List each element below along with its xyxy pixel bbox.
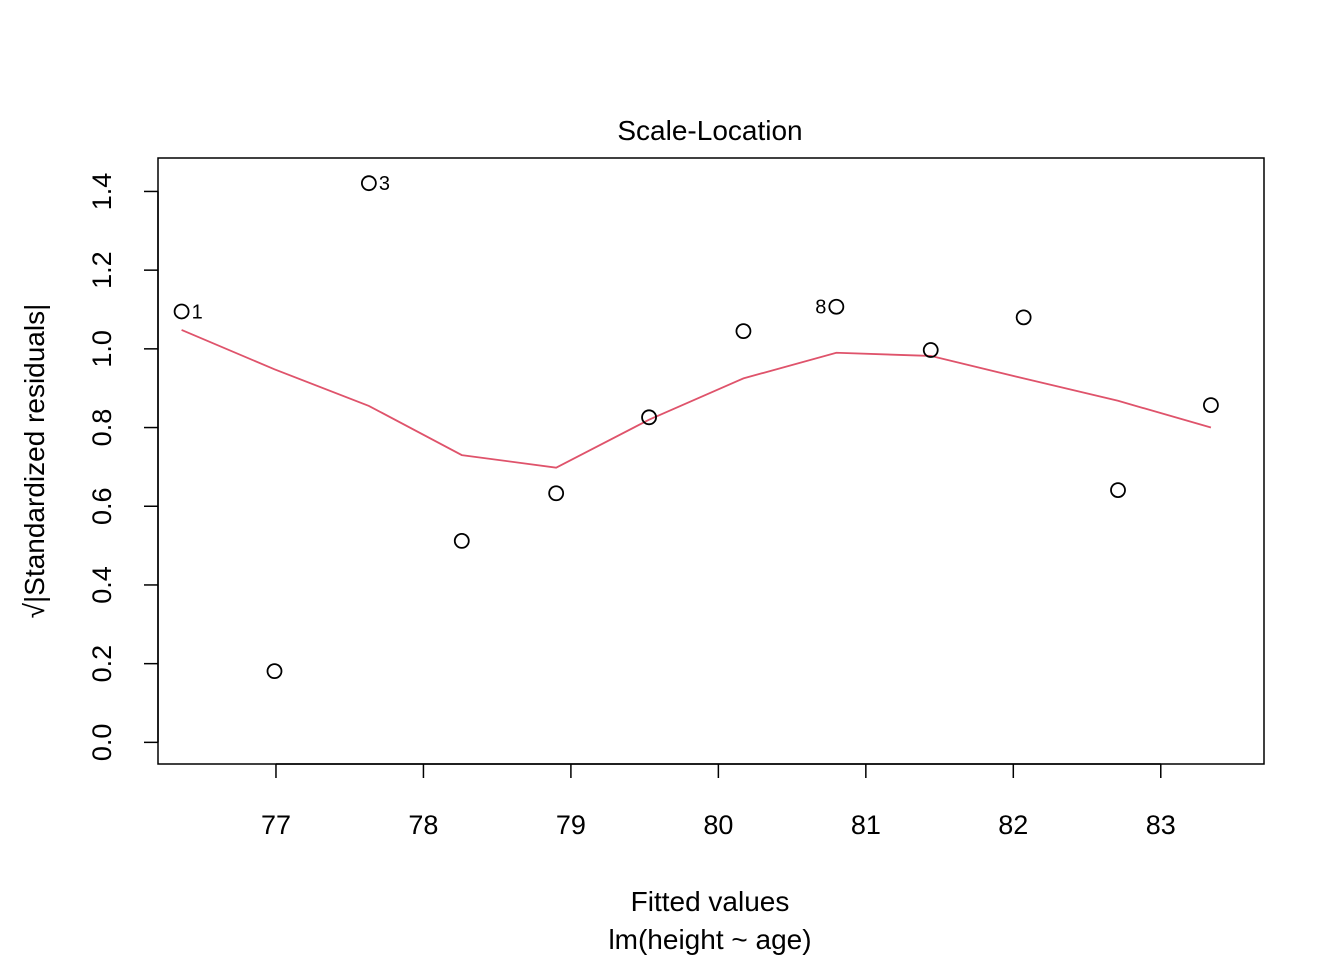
point-label: 3 [379, 173, 390, 195]
y-tick-label: 0.8 [87, 409, 117, 447]
y-tick-label: 0.4 [87, 566, 117, 604]
data-point [1110, 482, 1126, 499]
data-points: 1 3 8 [173, 173, 1219, 680]
data-point [1015, 309, 1032, 326]
data-point [360, 175, 377, 192]
x-tick-label: 77 [261, 810, 291, 840]
data-point [1203, 397, 1219, 414]
chart-title: Scale-Location [617, 115, 802, 146]
x-axis-subtitle: lm(height ~ age) [608, 924, 811, 955]
y-tick-label: 1.2 [87, 251, 117, 289]
y-tick-label: 0.0 [87, 724, 117, 762]
y-axis: 0.0 0.2 0.4 0.6 0.8 1.0 1.2 1.4 [87, 173, 159, 762]
point-label: 1 [192, 301, 203, 323]
x-tick-label: 83 [1146, 810, 1176, 840]
data-point [548, 485, 565, 502]
data-point [922, 342, 939, 358]
data-point [173, 303, 190, 320]
y-tick-label: 0.6 [87, 487, 117, 525]
point-label: 8 [815, 297, 826, 319]
x-axis: 77 78 79 80 81 82 83 [261, 763, 1176, 840]
data-point [735, 323, 752, 340]
data-point [266, 663, 283, 680]
y-tick-label: 1.4 [87, 173, 117, 211]
x-axis-title: Fitted values [631, 886, 790, 917]
y-tick-label: 0.2 [87, 645, 117, 683]
smooth-line [181, 329, 1212, 469]
y-tick-label: 1.0 [87, 330, 117, 368]
y-axis-title: √|Standardized residuals| [19, 304, 50, 619]
plot-frame [157, 157, 1265, 765]
x-tick-label: 78 [408, 810, 438, 840]
x-tick-label: 81 [851, 810, 881, 840]
x-tick-label: 80 [703, 810, 733, 840]
data-point [453, 532, 470, 549]
data-point [641, 409, 657, 426]
data-point [828, 298, 845, 315]
x-tick-label: 82 [998, 810, 1028, 840]
x-tick-label: 79 [556, 810, 586, 840]
